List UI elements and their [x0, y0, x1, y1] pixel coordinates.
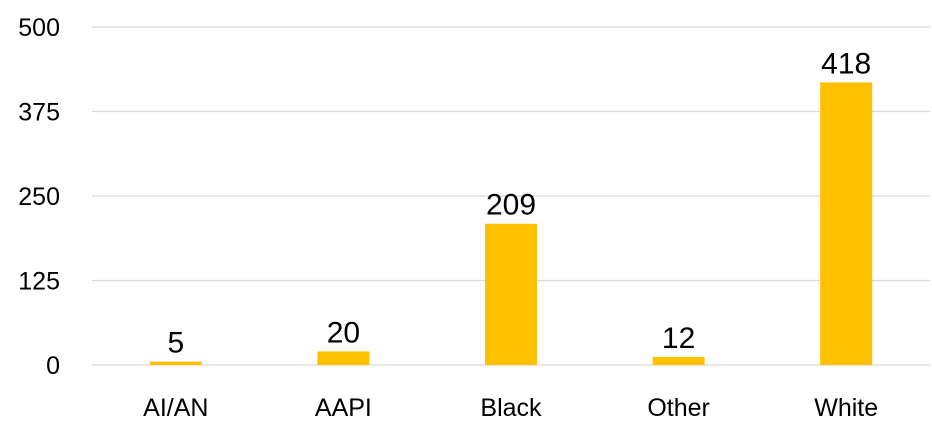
x-category-label: Other: [647, 394, 710, 422]
data-label: 12: [662, 322, 695, 355]
bar-ai-an: [149, 361, 202, 365]
x-category-label: Black: [480, 394, 542, 422]
y-tick-label: 375: [18, 99, 60, 127]
y-tick-label: 250: [18, 183, 60, 211]
gridlines: [92, 26, 930, 366]
bar-black: [485, 223, 537, 365]
x-category-label: AAPI: [315, 394, 372, 422]
data-label: 209: [486, 189, 536, 222]
bars: [149, 82, 873, 365]
x-axis-categories: AI/AN AAPI Black Other White: [143, 394, 878, 422]
bar-white: [820, 82, 873, 365]
bar-aapi: [317, 351, 370, 365]
data-label: 5: [167, 327, 184, 360]
y-tick-label: 125: [18, 268, 60, 296]
x-category-label: White: [814, 394, 878, 422]
bar-other: [652, 356, 705, 365]
y-tick-label: 500: [18, 14, 60, 42]
y-tick-label: 0: [46, 352, 60, 380]
y-axis-ticks: 0 125 250 375 500: [18, 14, 60, 380]
x-category-label: AI/AN: [143, 394, 208, 422]
data-label: 418: [821, 47, 871, 80]
data-labels: 5 20 209 12 418: [167, 47, 871, 359]
data-label: 20: [327, 316, 360, 349]
